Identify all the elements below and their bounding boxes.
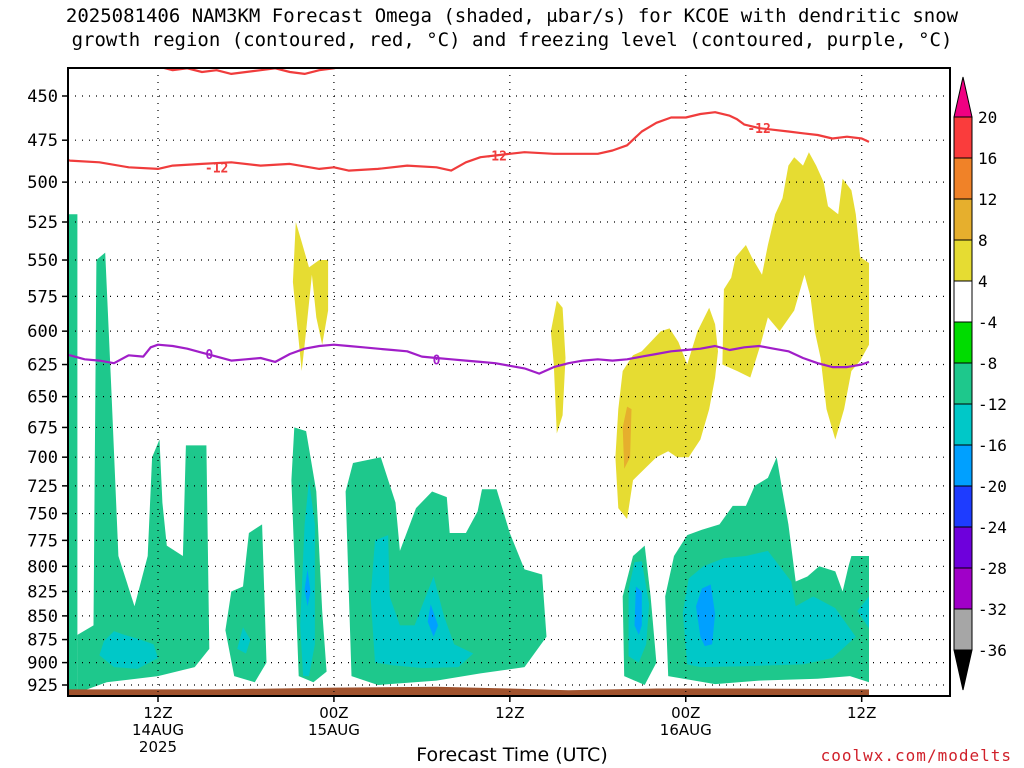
colorbar-low-arrow bbox=[953, 649, 973, 691]
omega-shading bbox=[68, 152, 869, 696]
y-tick-label: 675 bbox=[27, 418, 58, 438]
plot-frame bbox=[67, 67, 951, 697]
colorbar-box-2 bbox=[953, 526, 973, 569]
omega-region-20 bbox=[615, 307, 718, 519]
x-tick-label: 12Z bbox=[143, 704, 172, 722]
contour-label: 0 bbox=[205, 348, 213, 363]
contour-line-0 bbox=[159, 68, 340, 76]
y-tick-label: 750 bbox=[27, 505, 58, 525]
omega-region-16 bbox=[634, 586, 642, 635]
surface-terrain bbox=[68, 686, 869, 696]
chart-title: 2025081406 NAM3KM Forecast Omega (shaded… bbox=[0, 4, 1024, 52]
colorbar-box-1 bbox=[953, 567, 973, 610]
y-tick-label: 650 bbox=[27, 388, 58, 408]
x-tick-label: 15AUG bbox=[308, 721, 360, 739]
pressure-axis: 450 475 500 525 550 575 600 625 650 675 700 725 750 7… bbox=[27, 87, 68, 696]
y-tick-label: 500 bbox=[27, 173, 58, 193]
omega-region-18 bbox=[292, 222, 329, 371]
colorbar: -36 -32 -28 -24 -20 -16 -12 -8 -4 4 8 12 16 20 bbox=[953, 76, 1007, 691]
omega-region-13 bbox=[857, 596, 869, 629]
y-tick-label: 825 bbox=[27, 582, 58, 602]
colorbar-box-11 bbox=[953, 157, 973, 200]
colorbar-label: 12 bbox=[978, 190, 997, 209]
y-tick-label: 925 bbox=[27, 676, 58, 696]
y-tick-label: 450 bbox=[27, 87, 58, 107]
colorbar-label: 16 bbox=[978, 149, 997, 168]
x-tick-label: 16AUG bbox=[660, 721, 712, 739]
colorbar-box-9 bbox=[953, 239, 973, 282]
omega-region-0 bbox=[68, 214, 78, 696]
x-tick-label: 2025 bbox=[139, 738, 177, 756]
y-tick-label: 550 bbox=[27, 251, 58, 271]
title-line-2: growth region (contoured, red, °C) and f… bbox=[71, 29, 953, 51]
omega-region-10 bbox=[370, 535, 474, 668]
x-tick-label: 12Z bbox=[847, 704, 876, 722]
colorbar-label: -8 bbox=[978, 354, 997, 373]
x-axis-title: Forecast Time (UTC) bbox=[416, 744, 608, 766]
omega-region-8 bbox=[237, 627, 251, 654]
x-tick-label: 14AUG bbox=[132, 721, 184, 739]
omega-region-2 bbox=[225, 524, 267, 683]
omega-region-22 bbox=[622, 406, 632, 469]
colorbar-box-0 bbox=[953, 608, 973, 651]
colorbar-box-12 bbox=[953, 116, 973, 159]
omega-region-12 bbox=[682, 550, 856, 668]
colorbar-label: -4 bbox=[978, 313, 997, 332]
colorbar-box-10 bbox=[953, 198, 973, 241]
y-tick-label: 575 bbox=[27, 287, 58, 307]
y-tick-label: 850 bbox=[27, 607, 58, 627]
contour-label: -12 bbox=[747, 122, 770, 137]
y-tick-label: 625 bbox=[27, 356, 58, 376]
colorbar-box-7 bbox=[953, 321, 973, 364]
colorbar-label: 20 bbox=[978, 108, 997, 127]
contour-label: -12 bbox=[205, 161, 228, 176]
colorbar-label: -12 bbox=[978, 395, 1007, 414]
source-credit: coolwx.com/modelts bbox=[820, 746, 1012, 765]
omega-region-21 bbox=[722, 152, 869, 440]
colorbar-label: -20 bbox=[978, 477, 1007, 496]
colorbar-label: 8 bbox=[978, 231, 988, 250]
colorbar-label: 4 bbox=[978, 272, 988, 291]
colorbar-box-3 bbox=[953, 485, 973, 528]
colorbar-box-8 bbox=[953, 280, 973, 323]
omega-region-14 bbox=[304, 569, 311, 607]
omega-region-1 bbox=[77, 252, 210, 694]
colorbar-label: -36 bbox=[978, 641, 1007, 660]
contour-label: 0 bbox=[433, 353, 441, 368]
y-tick-label: 900 bbox=[27, 654, 58, 674]
y-tick-label: 725 bbox=[27, 477, 58, 497]
x-tick-label: 12Z bbox=[495, 704, 524, 722]
omega-region-7 bbox=[99, 631, 158, 669]
contour-label: -12 bbox=[483, 150, 506, 165]
colorbar-box-5 bbox=[953, 403, 973, 446]
x-tick-label: 00Z bbox=[671, 704, 700, 722]
colorbar-box-4 bbox=[953, 444, 973, 487]
colorbar-label: -32 bbox=[978, 600, 1007, 619]
grid-lines bbox=[68, 68, 950, 696]
contour-line-2 bbox=[68, 343, 870, 375]
y-tick-label: 600 bbox=[27, 322, 58, 342]
colorbar-box-6 bbox=[953, 362, 973, 405]
y-tick-label: 875 bbox=[27, 631, 58, 651]
y-tick-label: 525 bbox=[27, 213, 58, 233]
title-line-1: 2025081406 NAM3KM Forecast Omega (shaded… bbox=[65, 5, 959, 27]
y-tick-label: 775 bbox=[27, 531, 58, 551]
y-tick-label: 800 bbox=[27, 557, 58, 577]
colorbar-label: -28 bbox=[978, 559, 1007, 578]
colorbar-label: -24 bbox=[978, 518, 1007, 537]
colorbar-label: -16 bbox=[978, 436, 1007, 455]
colorbar-high-arrow bbox=[953, 76, 973, 118]
contour-line-1 bbox=[68, 111, 870, 172]
y-tick-label: 700 bbox=[27, 448, 58, 468]
omega-region-15 bbox=[427, 604, 438, 637]
y-tick-label: 475 bbox=[27, 131, 58, 151]
temperature-contours: -12 -12 -12 0 0 bbox=[68, 68, 870, 375]
x-tick-label: 00Z bbox=[319, 704, 348, 722]
